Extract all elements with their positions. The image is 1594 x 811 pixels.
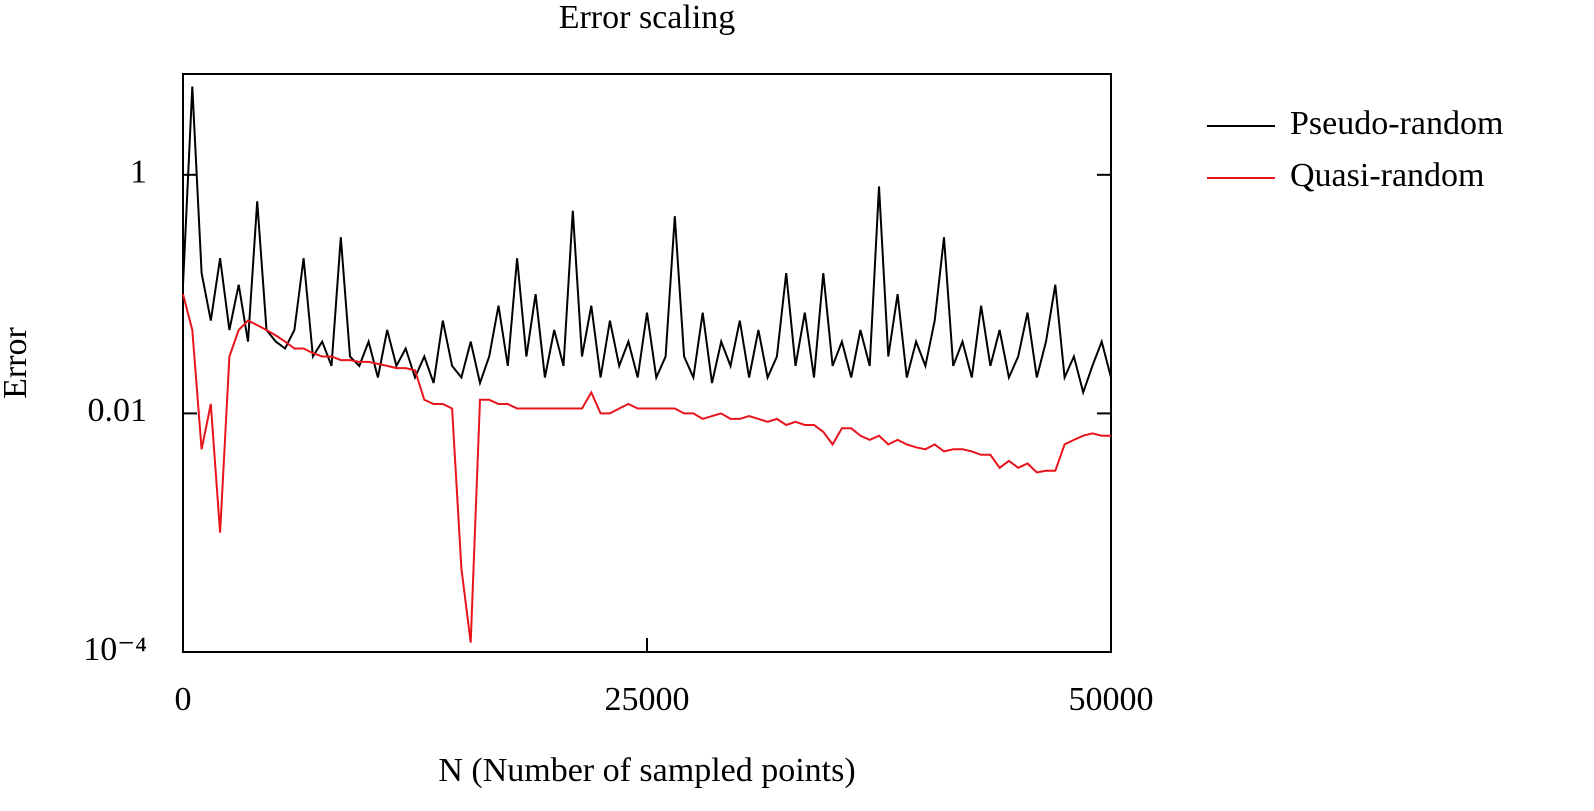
plot-frame [182,73,1112,653]
x-tick-label: 0 [175,681,192,718]
series-line [182,293,1111,643]
y-tick-label: 1 [130,154,147,191]
x-tick-label: 25000 [605,681,690,718]
x-axis-label: N (Number of sampled points) [438,752,855,789]
y-tick-label: 10⁻⁴ [83,631,147,668]
legend-label: Pseudo-random [1290,105,1503,142]
series-line [182,86,1112,396]
legend-label: Quasi-random [1290,157,1485,194]
chart-title: Error scaling [559,0,736,36]
x-tick-label: 50000 [1069,681,1154,718]
y-tick-label: 0.01 [88,392,148,429]
y-axis-label: Error [0,326,34,398]
